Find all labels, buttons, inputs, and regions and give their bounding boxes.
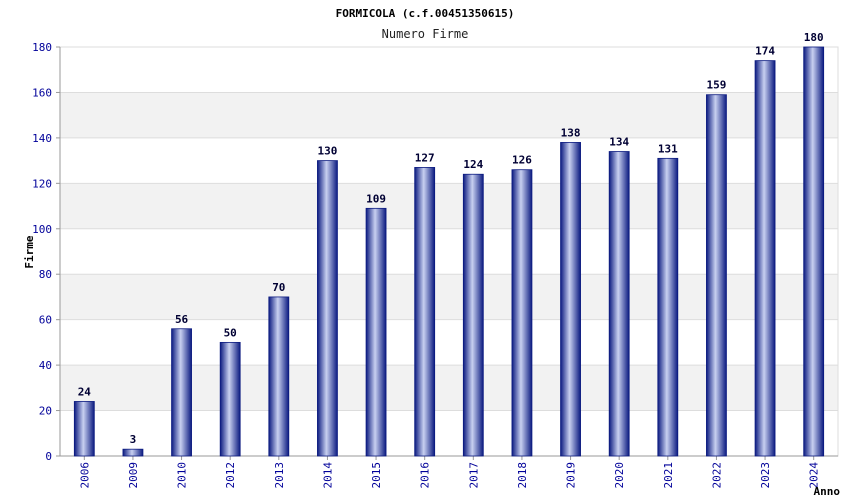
- chart-title: FORMICOLA (c.f.00451350615): [336, 7, 515, 20]
- y-tick-label: 60: [39, 314, 52, 327]
- bar: [414, 167, 436, 457]
- bar: [754, 60, 776, 457]
- x-tick-label: 2013: [273, 462, 286, 489]
- bar: [365, 207, 387, 457]
- x-tick-label: 2024: [808, 462, 821, 489]
- y-tick-label: 180: [32, 41, 52, 54]
- y-tick-label: 120: [32, 177, 52, 190]
- data-label: 70: [272, 281, 285, 294]
- data-labels: 24 3 56 50 70 130 109 127 124 126 138 134 131 159 174 1…: [78, 31, 824, 446]
- bar: [462, 173, 484, 457]
- bar: [317, 160, 338, 457]
- x-tick-labels: 2006 2009 2010 2012 2013 2014 2015 2016 2017 2018…: [78, 462, 820, 489]
- x-tick-label: 2017: [467, 462, 480, 489]
- x-tick-label: 2006: [78, 462, 91, 489]
- data-label: 134: [609, 136, 629, 149]
- bar: [608, 151, 630, 457]
- x-tick-label: 2019: [565, 462, 578, 489]
- bar: [511, 169, 533, 457]
- y-axis-label: Firme: [23, 235, 36, 268]
- y-tick-label: 20: [39, 405, 52, 418]
- bar: [706, 94, 727, 457]
- data-label: 24: [78, 385, 92, 398]
- data-label: 180: [804, 31, 824, 44]
- x-tick-label: 2023: [759, 462, 772, 489]
- y-tick-label: 40: [39, 359, 52, 372]
- data-label: 138: [561, 126, 581, 139]
- x-tick-label: 2014: [321, 462, 334, 489]
- x-tick-label: 2021: [662, 462, 675, 489]
- bar: [560, 142, 581, 457]
- bar: [268, 296, 290, 457]
- data-label: 174: [755, 45, 775, 58]
- data-label: 124: [463, 158, 483, 171]
- data-label: 56: [175, 313, 189, 326]
- y-tick-label: 100: [32, 223, 52, 236]
- data-label: 130: [318, 145, 338, 158]
- x-tick-label: 2018: [516, 462, 529, 489]
- x-tick-label: 2010: [176, 462, 189, 489]
- y-tick-label: 140: [32, 132, 52, 145]
- x-tick-label: 2016: [419, 462, 432, 489]
- x-tick-label: 2009: [127, 462, 140, 489]
- data-label: 50: [224, 326, 237, 339]
- data-label: 126: [512, 154, 532, 167]
- data-label: 3: [130, 433, 137, 446]
- data-label: 131: [658, 142, 678, 155]
- bar: [73, 401, 95, 457]
- x-tick-label: 2022: [710, 462, 723, 489]
- bars: [73, 46, 825, 457]
- bar: [122, 448, 144, 457]
- data-label: 127: [415, 151, 435, 164]
- bar: [657, 157, 679, 457]
- chart-subtitle: Numero Firme: [382, 27, 469, 41]
- data-label: 159: [707, 79, 727, 92]
- y-tick-label: 0: [45, 450, 52, 463]
- x-tick-label: 2012: [224, 462, 237, 489]
- y-tick-label: 160: [32, 86, 52, 99]
- bar: [219, 341, 241, 457]
- x-tick-label: 2015: [370, 462, 383, 489]
- data-label: 109: [366, 192, 386, 205]
- bar: [803, 46, 825, 457]
- x-axis-label: Anno: [814, 485, 841, 498]
- x-tick-label: 2020: [613, 462, 626, 489]
- y-tick-label: 80: [39, 268, 52, 281]
- bar: [171, 328, 192, 457]
- y-tick-labels: 0 20 40 60 80 100 120 140 160 180: [32, 41, 52, 463]
